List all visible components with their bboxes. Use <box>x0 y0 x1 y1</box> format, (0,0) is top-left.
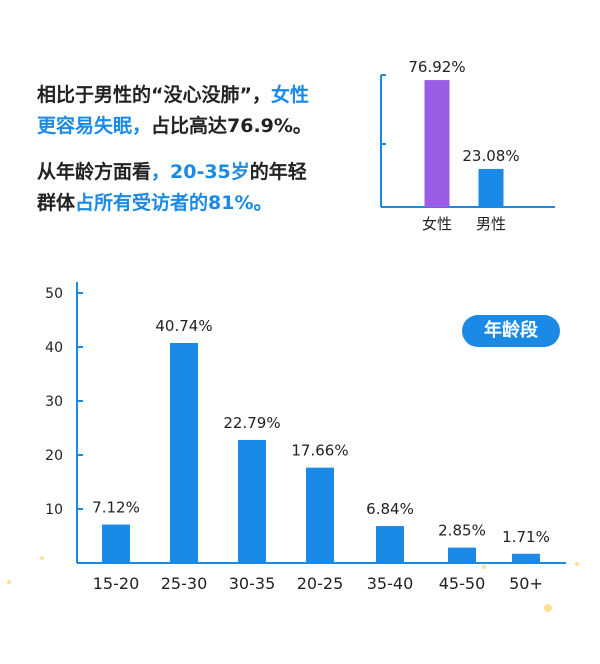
age-y-tick-label: 10 <box>45 502 63 518</box>
age-bar <box>170 343 198 563</box>
intro-line-1: 相比于男性的“没心没肺”，女性 <box>37 84 309 106</box>
gender-category-label: 女性 <box>422 215 452 233</box>
age-category-label: 50+ <box>509 574 543 593</box>
intro-line-2: 更容易失眠，占比高达76.9%。 <box>37 115 312 137</box>
decor-dot <box>544 604 552 612</box>
decor-dot <box>40 556 44 560</box>
decor-dot <box>7 580 11 584</box>
age-bar <box>376 526 404 563</box>
gender-category-label: 男性 <box>476 215 506 233</box>
age-bar-value-label: 17.66% <box>291 442 348 460</box>
age-bar <box>512 553 540 563</box>
gender-bar <box>478 168 504 207</box>
age-bar-value-label: 22.79% <box>223 414 280 432</box>
gender-bar <box>424 80 450 207</box>
age-y-tick-label: 40 <box>45 340 63 356</box>
age-bar <box>306 467 334 563</box>
age-category-label: 35-40 <box>367 574 414 593</box>
intro-line-3: 从年龄方面看，20-35岁的年轻 <box>37 161 307 183</box>
age-category-label: 30-35 <box>229 574 276 593</box>
age-chart-title-badge: 年龄段 <box>462 315 560 347</box>
gender-bar-value-label: 76.92% <box>408 58 465 76</box>
age-y-tick-label: 30 <box>45 394 63 410</box>
gender-bar-value-label: 23.08% <box>462 147 519 165</box>
age-y-tick-label: 20 <box>45 448 63 464</box>
age-bar-value-label: 2.85% <box>438 522 486 540</box>
decor-dot <box>575 562 579 566</box>
intro-paragraph-2: 从年龄方面看，20-35岁的年轻 群体占所有受访者的81%。 <box>37 157 307 219</box>
age-category-label: 15-20 <box>93 574 140 593</box>
age-bar <box>448 547 476 563</box>
age-category-label: 20-25 <box>297 574 344 593</box>
age-bar-value-label: 7.12% <box>92 499 140 517</box>
intro-paragraph-1: 相比于男性的“没心没肺”，女性 更容易失眠，占比高达76.9%。 <box>37 80 312 142</box>
decor-dot <box>482 565 486 569</box>
age-bar <box>102 524 130 563</box>
age-y-tick-label: 50 <box>45 286 63 302</box>
age-category-label: 25-30 <box>161 574 208 593</box>
age-bar <box>238 439 266 563</box>
intro-line-4: 群体占所有受访者的81%。 <box>37 192 273 214</box>
age-bar-value-label: 1.71% <box>502 528 550 546</box>
age-category-label: 45-50 <box>439 574 486 593</box>
age-bar-value-label: 6.84% <box>366 500 414 518</box>
age-bar-value-label: 40.74% <box>155 317 212 335</box>
